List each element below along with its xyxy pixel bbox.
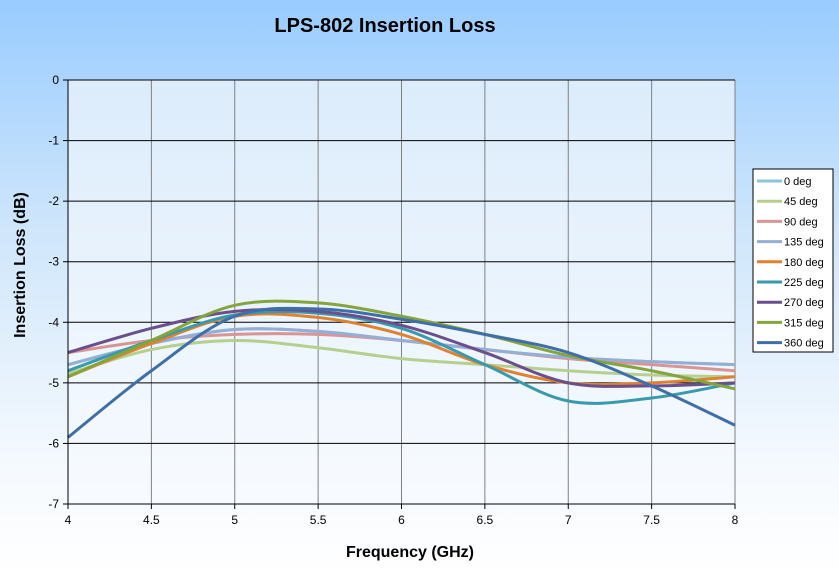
x-tick-label: 5.5	[310, 513, 327, 527]
series-line-270-deg	[67, 307, 736, 388]
legend-label: 360 deg	[784, 338, 824, 350]
legend-label: 270 deg	[784, 297, 824, 309]
y-tick-label: 0	[52, 73, 59, 87]
legend-label: 0 deg	[784, 176, 812, 188]
series-line-180-deg	[67, 312, 736, 386]
chart-title: LPS-802 Insertion Loss	[274, 15, 495, 37]
legend-label: 90 deg	[784, 216, 818, 228]
legend-label: 45 deg	[784, 196, 818, 208]
legend-label: 180 deg	[784, 257, 824, 269]
series-line-360-deg	[67, 306, 736, 439]
y-axis-label: Insertion Loss (dB)	[12, 192, 29, 338]
x-tick-label: 7.5	[643, 513, 660, 527]
y-tick-label: -6	[48, 436, 59, 450]
x-tick-label: 7	[565, 513, 572, 527]
x-tick-label: 4	[65, 513, 72, 527]
y-tick-label: -3	[48, 255, 59, 269]
y-tick-label: -7	[48, 497, 59, 511]
x-axis-label: Frequency (GHz)	[346, 544, 474, 561]
y-tick-label: -5	[48, 376, 59, 390]
x-tick-label: 5	[231, 513, 238, 527]
y-tick-label: -4	[48, 315, 59, 329]
legend-label: 315 deg	[784, 317, 824, 329]
x-tick-label: 4.5	[143, 513, 160, 527]
series-line-135-deg	[67, 327, 736, 367]
x-tick-label: 6.5	[477, 513, 494, 527]
series-line-225-deg	[67, 310, 736, 405]
y-tick-label: -1	[48, 134, 59, 148]
x-tick-label: 6	[398, 513, 405, 527]
series-line-315-deg	[67, 299, 736, 391]
legend: 0 deg 45 deg 90 deg 135 deg 180 deg 225 deg 27…	[752, 168, 834, 353]
y-tick-label: -2	[48, 194, 59, 208]
legend-label: 225 deg	[784, 277, 824, 289]
x-tick-label: 8	[732, 513, 739, 527]
legend-label: 135 deg	[784, 237, 824, 249]
